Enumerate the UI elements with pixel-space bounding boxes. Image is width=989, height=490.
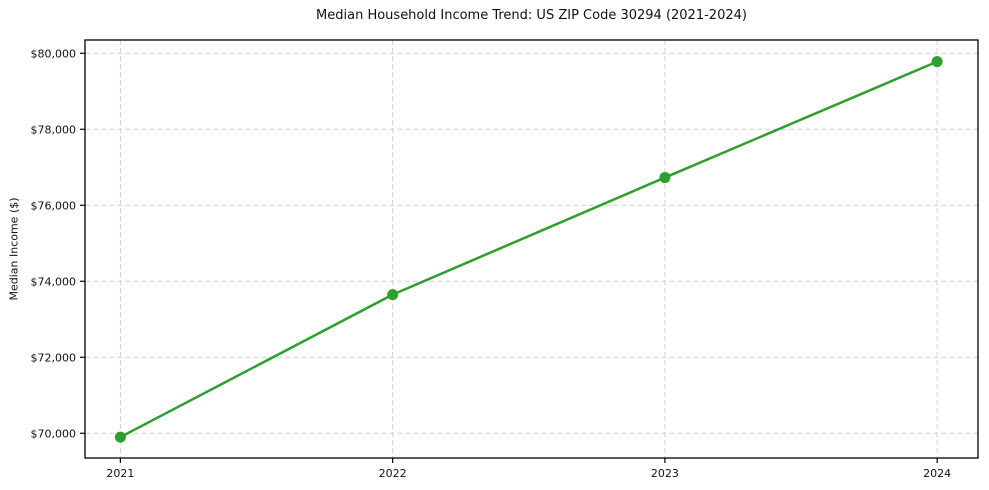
x-tick-label: 2021	[106, 467, 134, 480]
y-tick-label: $76,000	[31, 199, 77, 212]
income-trend-line	[119, 60, 939, 439]
data-point	[387, 289, 399, 301]
y-tick-label: $70,000	[31, 427, 77, 440]
y-tick-label: $72,000	[31, 351, 77, 364]
y-tick-label: $78,000	[31, 123, 77, 136]
x-tick-label: 2022	[379, 467, 407, 480]
y-tick-label: $74,000	[31, 275, 77, 288]
data-point	[931, 56, 943, 68]
y-tick-label: $80,000	[31, 47, 77, 60]
chart-title: Median Household Income Trend: US ZIP Co…	[316, 8, 747, 23]
x-tick-label: 2024	[923, 467, 951, 480]
data-point	[659, 172, 671, 184]
data-point	[114, 431, 126, 443]
plot-frame	[84, 39, 979, 459]
x-tick-label: 2023	[651, 467, 679, 480]
